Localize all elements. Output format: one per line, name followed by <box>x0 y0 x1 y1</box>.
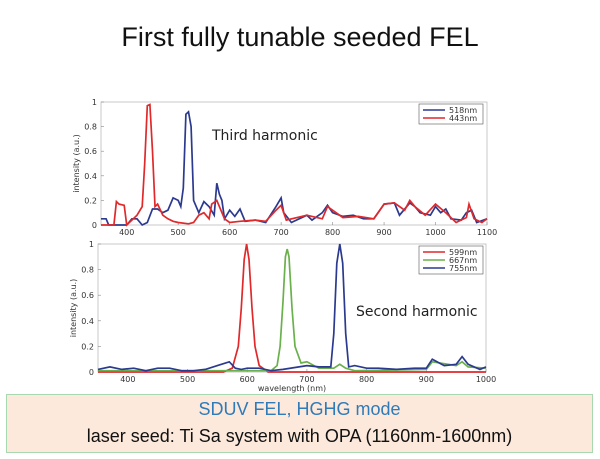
y-tick-label: 0.4 <box>84 172 97 181</box>
x-axis-label: wavelength (nm) <box>258 384 326 393</box>
legend-label: 599nm <box>449 248 477 257</box>
y-tick-label: 0.2 <box>81 342 94 351</box>
y-tick-label: 0 <box>89 368 94 377</box>
legend-label: 667nm <box>449 256 477 265</box>
chart-2: 400 500 600 700 800 900 1000 0 0.2 0.4 0.6 0.8 1 inte… <box>69 240 496 393</box>
y-tick-label: 1 <box>89 240 94 249</box>
y-tick-label: 0 <box>92 221 97 230</box>
x-tick-label: 500 <box>171 228 186 237</box>
info-line-seed: laser seed: Ti Sa system with OPA (1160n… <box>86 426 513 446</box>
y-tick-label: 0.4 <box>81 317 94 326</box>
x-tick-label: 1000 <box>425 228 445 237</box>
x-tick-label: 900 <box>376 228 391 237</box>
y-tick-label: 1 <box>92 98 97 107</box>
y-tick-label: 0.6 <box>84 147 97 156</box>
x-tick-label: 600 <box>222 228 237 237</box>
y-tick-label: 0.6 <box>81 291 94 300</box>
chart-1: 400 500 600 700 800 900 1000 1100 0 0.2 0.4 0.6 0.8 1… <box>72 98 497 237</box>
series-line-599nm <box>98 243 486 373</box>
legend-label: 755nm <box>449 264 477 273</box>
x-tick-label: 700 <box>273 228 288 237</box>
y-tick-label: 0.2 <box>84 196 97 205</box>
legend <box>418 103 484 125</box>
x-tick-label: 900 <box>419 375 434 384</box>
legend-label: 443nm <box>449 114 477 123</box>
x-tick-label: 800 <box>359 375 374 384</box>
legend-label: 518nm <box>449 106 477 115</box>
info-line-mode: SDUV FEL, HGHG mode <box>198 399 401 419</box>
slide-title: First fully tunable seeded FEL <box>121 22 479 52</box>
y-tick-label: 0.8 <box>81 266 94 275</box>
chart-annotation: Second harmonic <box>356 304 478 320</box>
x-tick-label: 800 <box>325 228 340 237</box>
x-tick-label: 1100 <box>477 228 497 237</box>
x-tick-label: 500 <box>180 375 195 384</box>
x-tick-label: 1000 <box>476 375 496 384</box>
series-line-755nm <box>97 243 487 372</box>
chart-annotation: Third harmonic <box>211 128 318 144</box>
x-tick-label: 700 <box>299 375 314 384</box>
y-axis-label: intensity (a.u.) <box>69 279 78 338</box>
x-tick-label: 400 <box>119 228 134 237</box>
x-tick-label: 600 <box>240 375 255 384</box>
info-box: SDUV FEL, HGHG mode laser seed: Ti Sa sy… <box>6 394 593 453</box>
y-axis-label: intensity (a.u.) <box>72 134 81 193</box>
y-tick-label: 0.8 <box>84 123 97 132</box>
series-line-443nm <box>101 103 488 227</box>
x-tick-label: 400 <box>120 375 135 384</box>
